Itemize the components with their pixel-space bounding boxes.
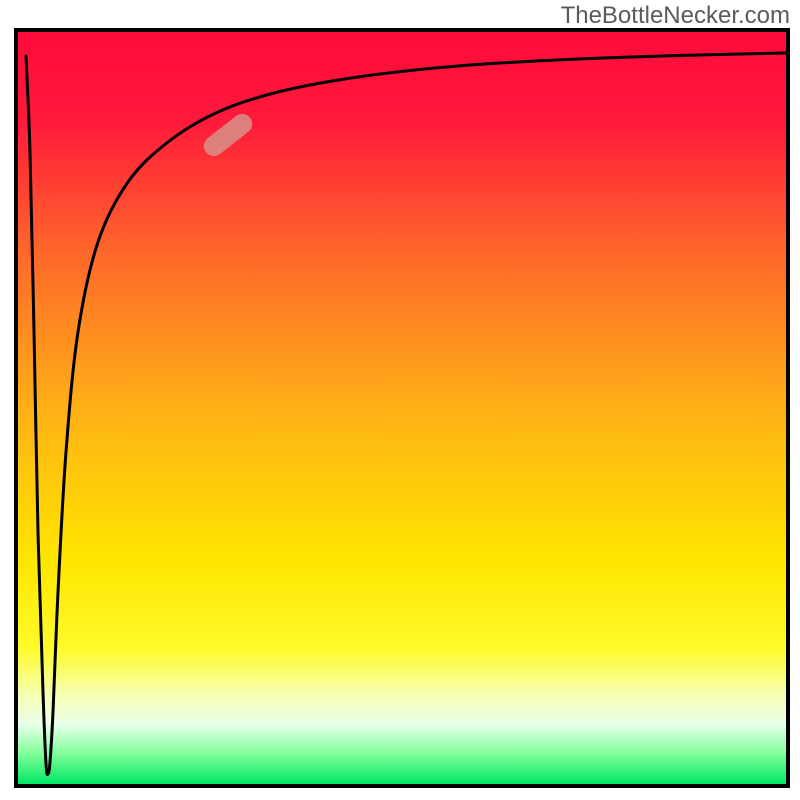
chart-stage: TheBottleNecker.com <box>0 0 800 800</box>
site-title: TheBottleNecker.com <box>561 2 790 30</box>
plot-frame <box>14 28 790 788</box>
